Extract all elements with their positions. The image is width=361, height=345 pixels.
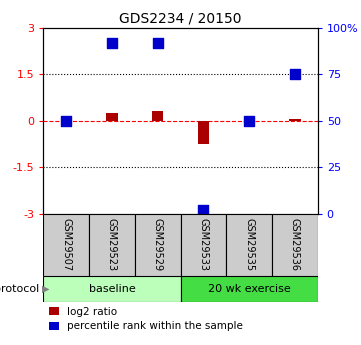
Text: 20 wk exercise: 20 wk exercise [208,284,291,294]
Title: GDS2234 / 20150: GDS2234 / 20150 [119,11,242,25]
Point [292,71,298,77]
Text: protocol: protocol [0,284,40,294]
Legend: log2 ratio, percentile rank within the sample: log2 ratio, percentile rank within the s… [48,307,243,331]
Bar [152,111,164,121]
Point [246,118,252,124]
Bar [180,276,318,302]
Text: GSM29533: GSM29533 [198,218,208,272]
Bar [272,214,318,276]
Bar [89,214,135,276]
Text: GSM29536: GSM29536 [290,218,300,272]
Bar [43,214,89,276]
Text: GSM29529: GSM29529 [153,218,163,272]
Text: baseline: baseline [88,284,135,294]
Point [109,40,115,45]
Bar [43,276,180,302]
Bar [180,214,226,276]
Bar [289,119,300,121]
Text: GSM29523: GSM29523 [107,218,117,272]
Text: GSM29507: GSM29507 [61,218,71,272]
Text: GSM29535: GSM29535 [244,218,254,272]
Bar [226,214,272,276]
Point [155,40,161,45]
Point [63,118,69,124]
Bar [106,113,118,121]
Bar [198,121,209,144]
Text: ▶: ▶ [42,284,49,294]
Bar [135,214,180,276]
Point [200,207,206,213]
